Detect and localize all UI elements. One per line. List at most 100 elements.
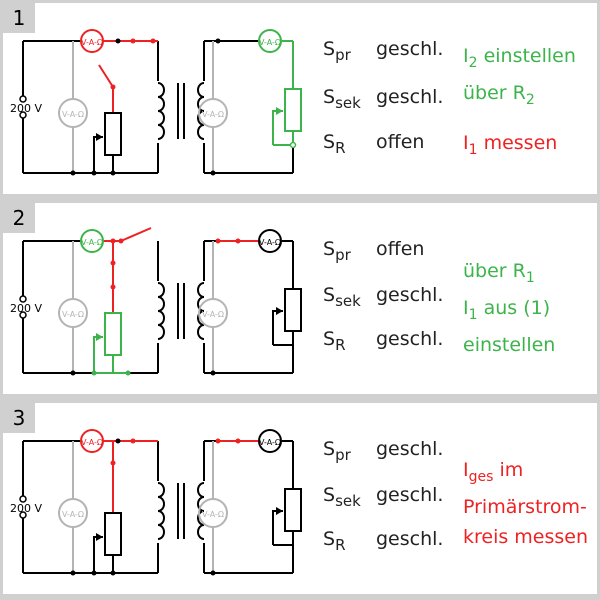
rheostat-secondary — [284, 288, 302, 332]
switch-state: geschl. — [376, 528, 444, 550]
meter-ammeter-primary — [80, 29, 104, 53]
meter-ammeter-secondary — [258, 429, 282, 453]
panel-step-2: 2 — [3, 203, 597, 394]
meter-label: V-A-Ω — [62, 110, 84, 119]
switch-name: SR — [323, 131, 346, 157]
meter-ammeter-primary — [80, 229, 104, 253]
switch-name: Spr — [323, 438, 351, 464]
meter-label: V-A-Ω — [259, 238, 281, 247]
junction — [70, 170, 76, 176]
instruction-line: einstellen — [463, 333, 556, 356]
transformer-primary-coil — [157, 482, 165, 540]
switch-state: offen — [376, 238, 425, 260]
terminal — [19, 495, 27, 503]
circuit-diagram: V-A-Ω V-A-Ω V-A-Ω V-A-Ω 200 V — [10, 227, 302, 376]
instruction-block: Iges im Primärstrom- kreis messen — [463, 455, 597, 552]
junction — [115, 438, 121, 444]
junction — [110, 170, 116, 176]
meter-label: V-A-Ω — [259, 38, 281, 47]
wiper-arrow — [96, 133, 103, 141]
meter-label: V-A-Ω — [259, 438, 281, 447]
wiper-arrow — [276, 107, 283, 115]
switch-state: offen — [376, 131, 425, 153]
rheostat-wiper — [272, 510, 283, 545]
junction — [115, 38, 121, 44]
junction — [91, 370, 97, 376]
step-number: 1 — [3, 3, 35, 33]
junction — [118, 238, 124, 244]
junction — [210, 570, 216, 576]
instruction-block: I1 messen — [463, 128, 597, 165]
terminal — [19, 111, 27, 119]
switch-state: geschl. — [376, 86, 444, 108]
circuit-diagram: V-A-Ω V-A-Ω V-A-Ω V-A-Ω 200 V — [10, 429, 302, 576]
meter-label: V-A-Ω — [202, 310, 224, 319]
junction — [235, 238, 241, 244]
meter-voltmeter-secondary — [198, 298, 228, 328]
rheostat-secondary — [284, 88, 302, 132]
junction — [125, 370, 131, 376]
switch-state: geschl. — [376, 484, 444, 506]
junction — [130, 438, 136, 444]
junction — [110, 84, 116, 90]
panel-step-3: 3 — [3, 403, 597, 594]
wiper-arrow — [96, 533, 103, 541]
junction — [210, 170, 216, 176]
transformer-primary-coil — [157, 282, 165, 340]
terminal — [19, 511, 27, 519]
switch-name: Ssek — [323, 284, 361, 310]
meter-voltmeter-secondary — [198, 98, 228, 128]
rheostat-wiper — [272, 110, 283, 145]
step-number: 3 — [3, 403, 35, 433]
meter-voltmeter-primary — [58, 498, 88, 528]
meter-label: V-A-Ω — [81, 438, 103, 447]
switch-name: Spr — [323, 38, 351, 64]
supply-voltage-label: 200 V — [10, 502, 42, 515]
switch-name: Spr — [323, 238, 351, 264]
meter-voltmeter-primary — [58, 98, 88, 128]
meter-voltmeter-primary — [58, 298, 88, 328]
junction — [215, 38, 221, 44]
wiper-arrow — [96, 333, 103, 341]
rheostat-wiper — [93, 136, 103, 173]
panel-step-1: 1 — [3, 3, 597, 194]
transformer-secondary-coil — [197, 482, 205, 540]
junction — [110, 460, 116, 466]
meter-label: V-A-Ω — [62, 510, 84, 519]
instruction-line: I2 einstellen — [463, 45, 576, 71]
meter-ammeter-secondary — [258, 29, 282, 53]
transformer-secondary-coil — [197, 82, 205, 140]
junction — [70, 570, 76, 576]
junction — [210, 370, 216, 376]
switch-name: Ssek — [323, 484, 361, 510]
switch-primary — [98, 64, 114, 88]
junction — [110, 238, 116, 244]
supply-voltage-label: 200 V — [10, 102, 42, 115]
instruction-block: I2 einstellen über R2 — [463, 41, 597, 115]
switch-state: geschl. — [376, 284, 444, 306]
instruction-line: kreis messen — [463, 525, 589, 548]
junction — [110, 284, 116, 290]
junction — [91, 170, 97, 176]
meter-voltmeter-secondary — [198, 498, 228, 528]
junction — [215, 438, 221, 444]
switch-name: Ssek — [323, 86, 361, 112]
rheostat-primary — [104, 512, 122, 556]
meter-ammeter-secondary — [258, 229, 282, 253]
rheostat-wiper — [272, 310, 283, 345]
terminal — [19, 295, 27, 303]
rheostat-wiper — [93, 336, 103, 373]
terminal — [19, 95, 27, 103]
instruction-line: I1 aus (1) — [463, 296, 551, 323]
switch-state: geschl. — [376, 328, 444, 350]
rheostat-wiper — [93, 536, 103, 573]
switch-name: SR — [323, 528, 346, 554]
instruction-block: über R1 I1 aus (1) einstellen — [463, 256, 597, 360]
junction — [130, 38, 136, 44]
junction — [91, 570, 97, 576]
switch-state: geschl. — [376, 38, 444, 60]
switch-state: geschl. — [376, 438, 444, 460]
instruction-line: Primärstrom- — [463, 495, 587, 518]
step-number: 2 — [3, 203, 35, 233]
junction — [235, 438, 241, 444]
